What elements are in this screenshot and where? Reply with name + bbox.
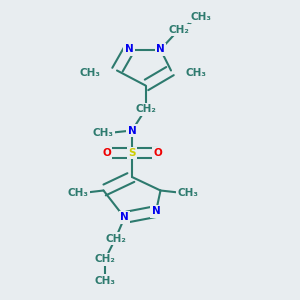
- Text: N: N: [156, 44, 165, 55]
- Text: N: N: [152, 206, 160, 217]
- Text: CH₃: CH₃: [94, 275, 116, 286]
- Text: N: N: [120, 212, 129, 223]
- Text: CH₂: CH₂: [168, 25, 189, 35]
- Text: CH₃: CH₃: [93, 128, 114, 139]
- Text: O: O: [102, 148, 111, 158]
- Text: N: N: [124, 44, 134, 55]
- Text: CH₃: CH₃: [80, 68, 100, 79]
- Text: CH₂: CH₂: [135, 104, 156, 115]
- Text: O: O: [153, 148, 162, 158]
- Text: N: N: [128, 125, 136, 136]
- Text: CH₃: CH₃: [177, 188, 198, 199]
- Text: CH₃: CH₃: [186, 68, 207, 79]
- Text: S: S: [128, 148, 136, 158]
- Text: CH₂: CH₂: [94, 254, 116, 265]
- Text: CH₃: CH₃: [68, 188, 88, 199]
- Text: CH₂: CH₂: [105, 233, 126, 244]
- Text: CH₃: CH₃: [190, 11, 212, 22]
